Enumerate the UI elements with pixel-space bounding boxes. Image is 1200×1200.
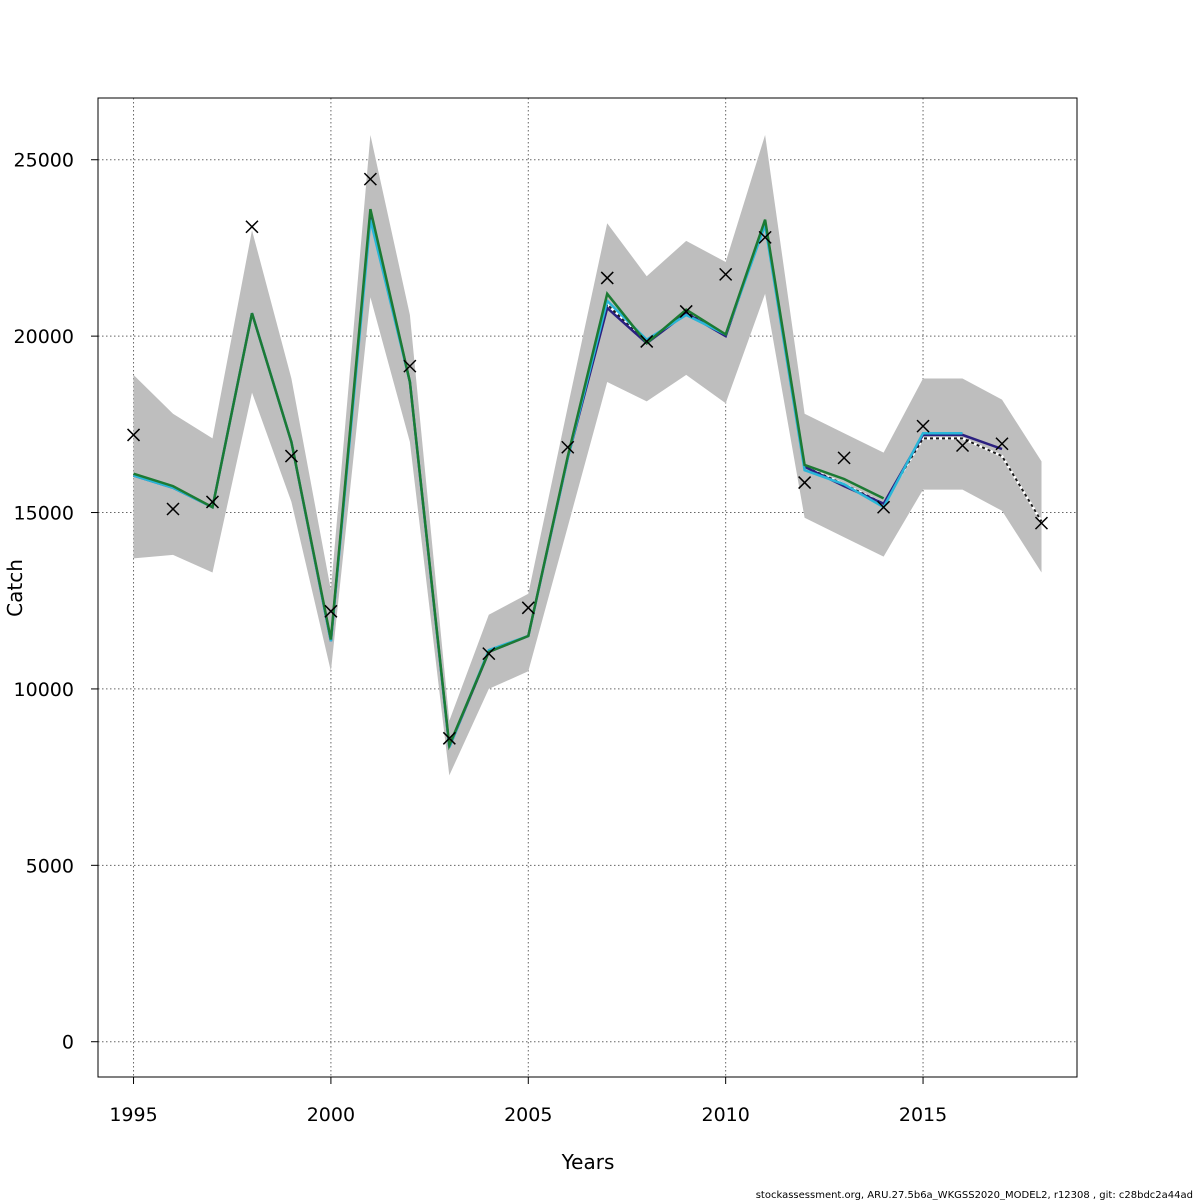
x-tick-label: 2005 (504, 1104, 552, 1126)
observation-marker (995, 437, 1009, 451)
observation-marker (442, 731, 456, 745)
observation-marker (758, 230, 772, 244)
confidence-band-area (133, 135, 1042, 776)
observation-marker (798, 476, 812, 490)
observation-marker (521, 601, 535, 615)
observation-marker (916, 419, 930, 433)
observation-marker (600, 271, 614, 285)
observation-points (126, 172, 1049, 745)
observation-marker (640, 334, 654, 348)
observation-marker (166, 502, 180, 516)
observation-marker (205, 495, 220, 509)
observation-marker (561, 440, 575, 454)
observation-marker (837, 451, 851, 465)
confidence-band (133, 135, 1042, 776)
series-lines (133, 208, 1043, 751)
observation-marker (1034, 516, 1049, 530)
observation-marker (955, 438, 970, 453)
x-axis-title: Years (561, 1150, 615, 1174)
footer-credit: stockassessment.org, ARU.27.5b6a_WKGSS20… (756, 1190, 1193, 1200)
y-tick-label: 0 (62, 1032, 74, 1054)
observation-marker (482, 647, 496, 661)
observation-marker (719, 267, 733, 281)
observation-marker (403, 359, 417, 373)
observation-marker (877, 500, 891, 514)
x-tick-label: 2010 (701, 1104, 749, 1126)
x-tick-label: 1995 (109, 1104, 157, 1126)
y-tick-label: 15000 (14, 503, 74, 525)
x-tick-label: 2000 (307, 1104, 355, 1126)
observation-marker (245, 220, 259, 234)
y-tick-label: 10000 (14, 679, 74, 701)
series-line (133, 208, 885, 751)
y-tick-label: 5000 (26, 855, 74, 877)
y-axis-title: Catch (3, 559, 27, 617)
x-tick-label: 2015 (899, 1104, 947, 1126)
y-tick-label: 25000 (14, 150, 74, 172)
y-tick-label: 20000 (14, 326, 74, 348)
observation-marker (126, 428, 141, 442)
axes: 1995 2000 2005 2010 2015 0 5000 10000 15000 20000… (14, 150, 948, 1126)
observation-marker (363, 172, 377, 186)
observation-marker (324, 604, 338, 618)
grid (98, 98, 1077, 1077)
observation-marker (679, 304, 693, 318)
observation-marker (284, 449, 298, 463)
plot-frame (97, 97, 1078, 1078)
